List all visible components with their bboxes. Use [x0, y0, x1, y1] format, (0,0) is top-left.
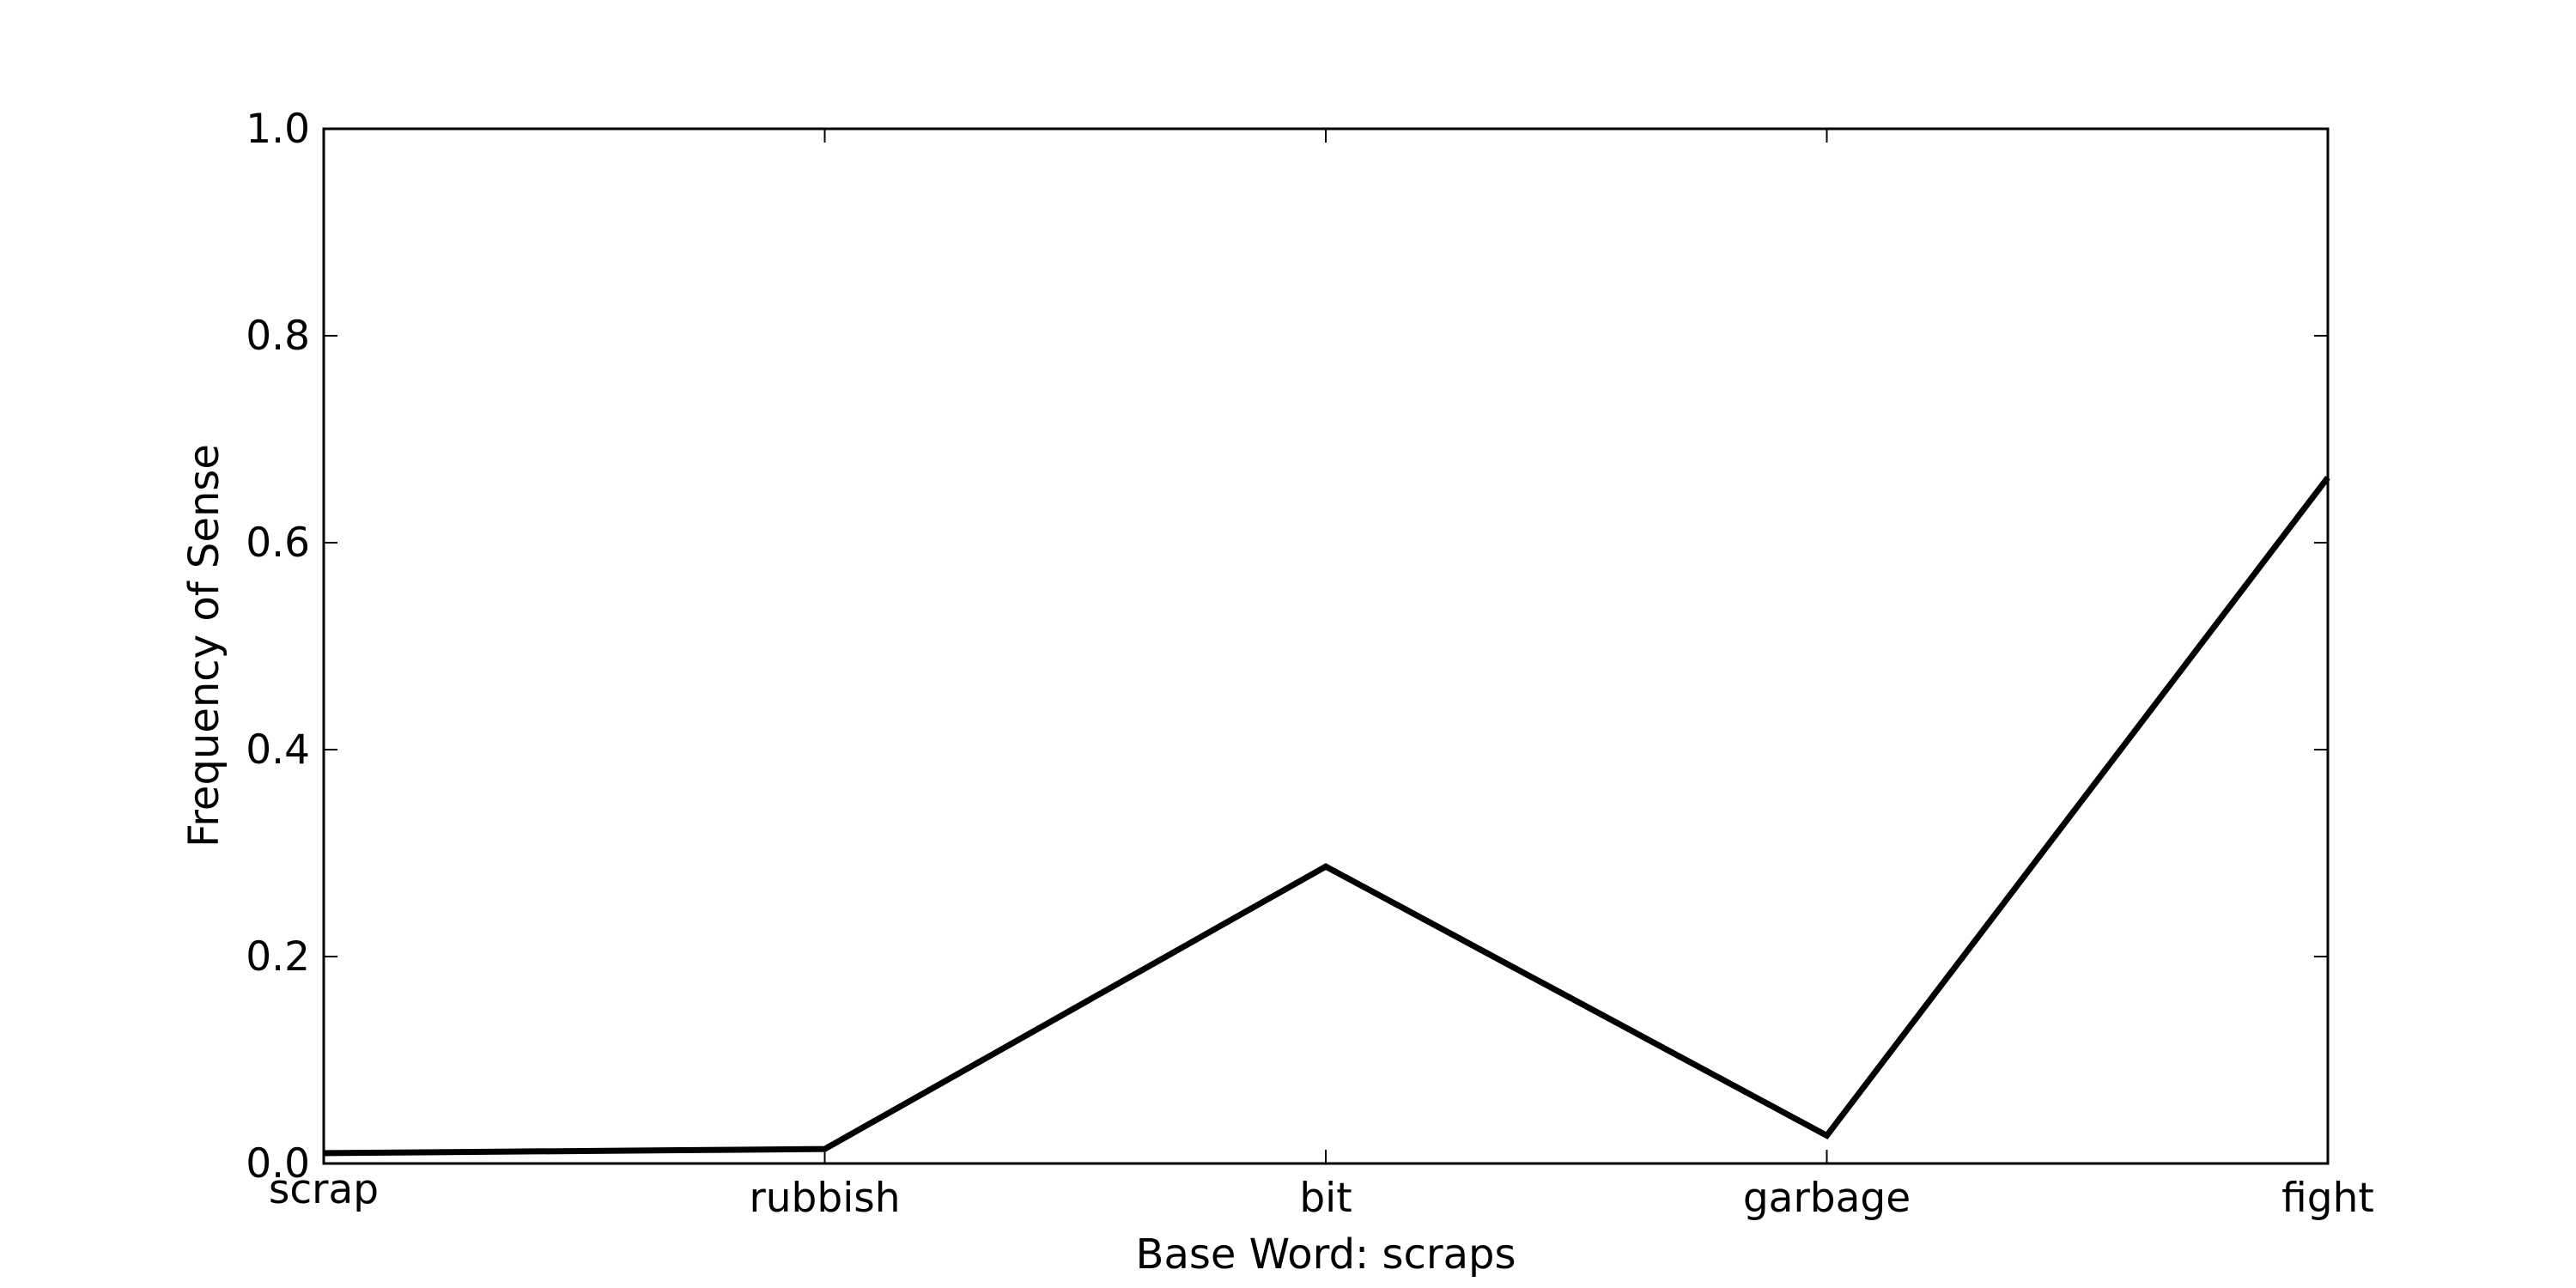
x-tick-label: rubbish: [749, 1175, 900, 1222]
y-tick-label: 0.0: [246, 1140, 310, 1188]
y-axis-label: Frequency of Sense: [180, 444, 228, 848]
series-layer: [323, 475, 2330, 1157]
x-tick-label: scrap: [269, 1166, 379, 1213]
y-tick-label: 1.0: [246, 106, 310, 153]
y-tick-label: 0.4: [246, 726, 310, 774]
series-line: [323, 475, 2330, 1157]
labels-layer: 0.0 0.2 0.4 0.6 0.8 1.0 scrap rubbish bit garbage…: [246, 106, 2374, 1222]
plot-frame: [322, 127, 2330, 1165]
x-tick-label: garbage: [1743, 1175, 1911, 1222]
x-axis-label: Base Word: scraps: [1136, 1230, 1516, 1279]
y-tick-label: 0.8: [246, 313, 310, 360]
ticks-layer: [323, 128, 2329, 1164]
x-tick-label: fight: [2281, 1175, 2374, 1222]
x-tick-label: bit: [1299, 1175, 1352, 1222]
y-tick-label: 0.6: [246, 519, 310, 567]
y-tick-label: 0.2: [246, 933, 310, 981]
